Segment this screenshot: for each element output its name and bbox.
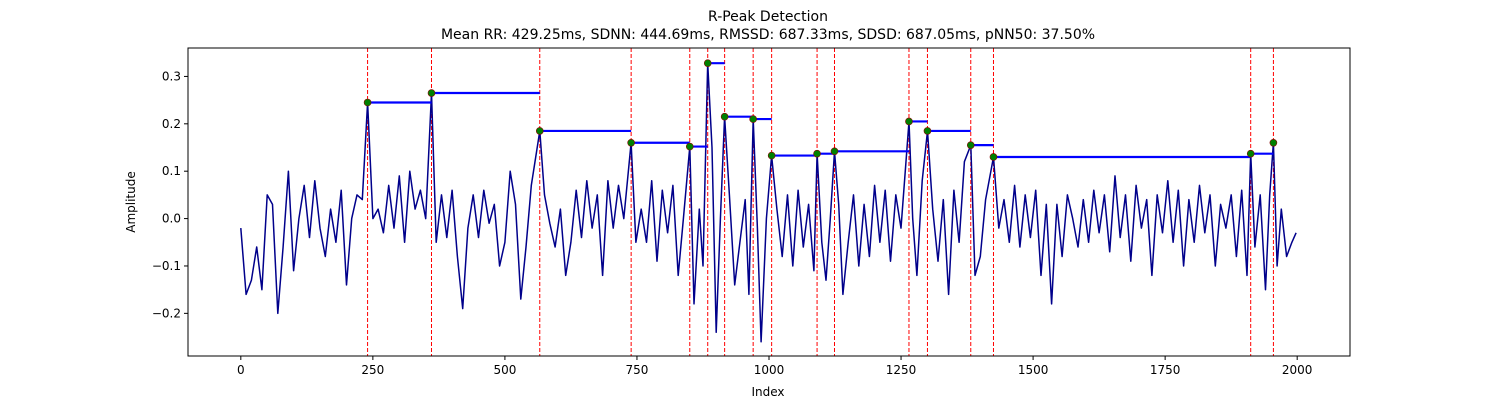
chart-subtitle: Mean RR: 429.25ms, SDNN: 444.69ms, RMSSD… <box>441 27 1095 43</box>
peak-marker-10 <box>830 147 839 156</box>
plot-area <box>240 48 1297 356</box>
peak-marker-1 <box>427 89 436 97</box>
peak-marker-16 <box>1269 138 1278 147</box>
peak-marker-7 <box>749 115 757 123</box>
axes: 0 250 500 750 1000 1250 1500 1750 2000 −0.2 −0.1 0.… <box>152 47 1351 377</box>
peak-marker-5 <box>703 59 712 67</box>
y-tick-label-4: 0.2 <box>162 117 181 131</box>
x-tick-label-0: 0 <box>237 363 245 377</box>
x-tick-label-8: 2000 <box>1282 363 1313 377</box>
peak-marker-13 <box>966 141 975 149</box>
chart-title: R-Peak Detection <box>708 9 828 25</box>
peak-marker-15 <box>1246 149 1255 158</box>
peak-marker-11 <box>905 117 913 126</box>
peak-marker-0 <box>363 98 372 107</box>
peak-marker-8 <box>767 151 776 160</box>
y-axis-label: Amplitude <box>124 171 138 233</box>
ecg-signal-line <box>240 62 1297 343</box>
x-tick-label-3: 750 <box>626 363 649 377</box>
x-tick-label-4: 1000 <box>754 363 785 377</box>
peak-marker-14 <box>989 153 998 161</box>
y-tick-label-2: 0.0 <box>162 212 181 226</box>
x-tick-label-7: 1750 <box>1150 363 1181 377</box>
x-axis-label: Index <box>751 385 784 399</box>
peak-marker-6 <box>720 112 729 121</box>
x-tick-label-6: 1500 <box>1018 363 1049 377</box>
peak-marker-3 <box>627 138 635 147</box>
y-tick-label-5: 0.3 <box>162 69 181 83</box>
x-tick-label-5: 1250 <box>886 363 917 377</box>
y-tick-label-3: 0.1 <box>162 164 181 178</box>
y-tick-label-1: −0.1 <box>152 259 181 273</box>
peak-marker-4 <box>685 142 694 151</box>
peak-marker-2 <box>535 127 544 135</box>
y-tick-label-0: −0.2 <box>152 306 181 320</box>
axes-frame <box>187 47 1351 357</box>
x-tick-label-1: 250 <box>361 363 384 377</box>
peak-marker-12 <box>923 127 932 135</box>
peak-marker-9 <box>813 149 821 158</box>
x-tick-label-2: 500 <box>493 363 516 377</box>
